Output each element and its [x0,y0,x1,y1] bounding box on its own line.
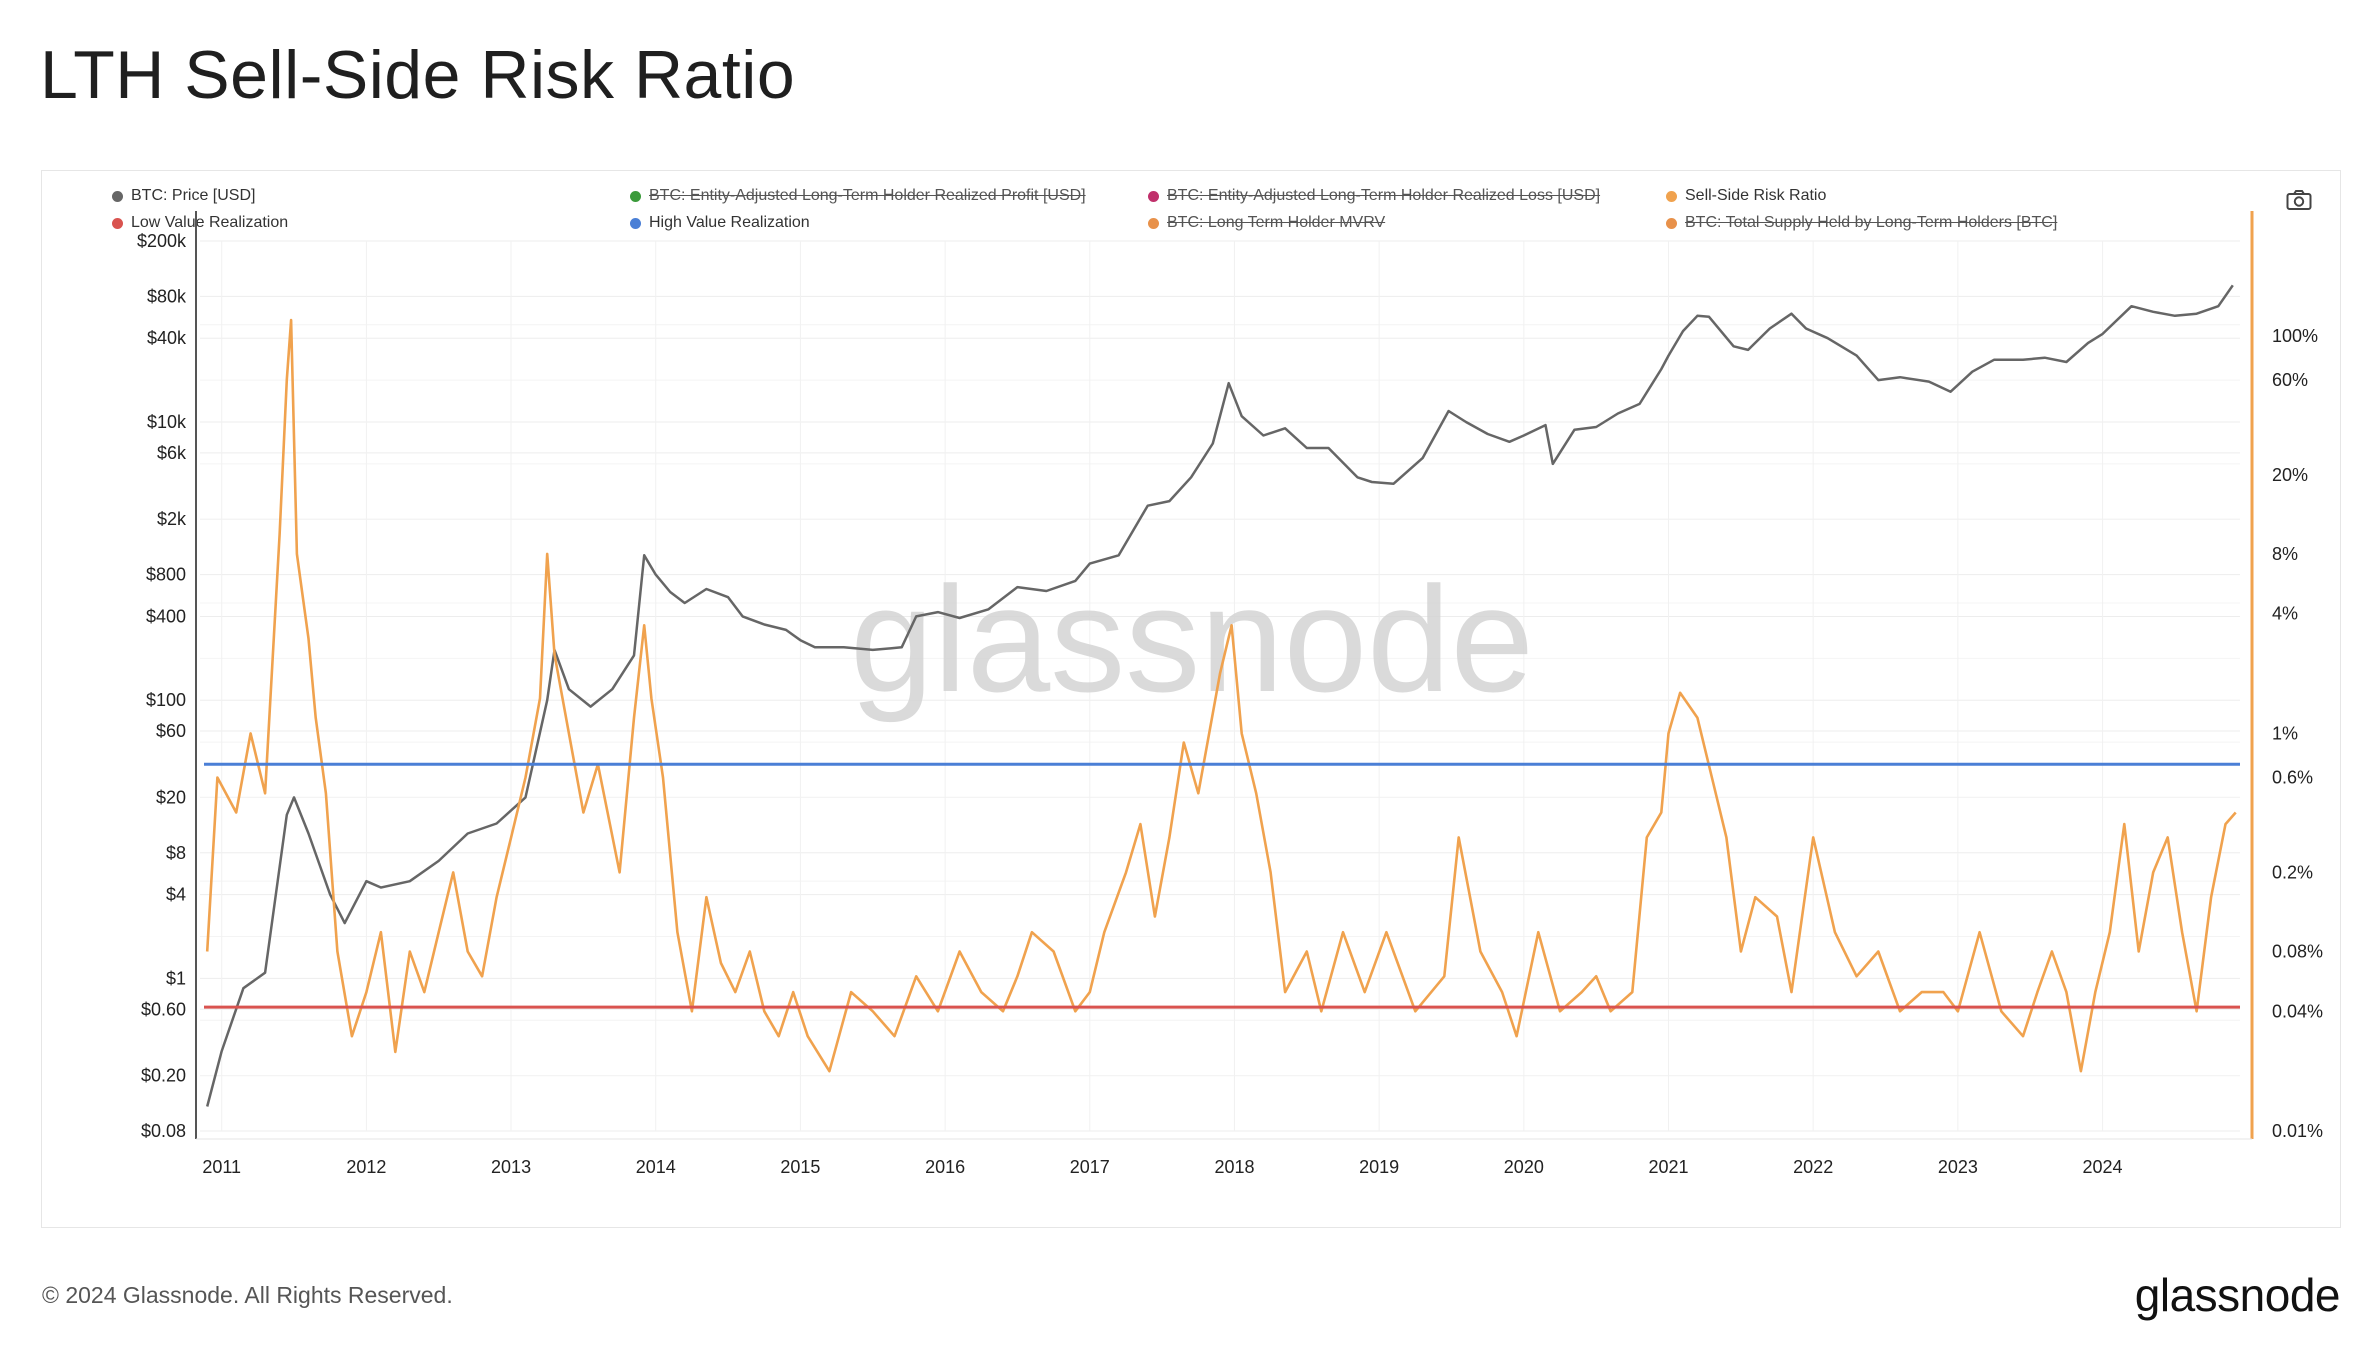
x-tick-label: 2014 [636,1157,676,1177]
camera-icon[interactable] [2286,189,2312,211]
legend-label: Sell-Side Risk Ratio [1685,187,1827,204]
legend-label: Low Value Realization [131,214,289,231]
legend-dot [1148,217,1159,229]
y-left-tick-label: $200k [137,231,187,251]
x-tick-label: 2020 [1504,1157,1544,1177]
y-left-tick-label: $0.60 [141,999,186,1019]
y-left-tick-label: $40k [147,328,187,348]
x-tick-label: 2023 [1938,1157,1978,1177]
legend-item-lth-mvrv[interactable]: BTC: Long Term Holder MVRV [1148,214,1385,232]
x-tick-label: 2018 [1214,1157,1254,1177]
page-title: LTH Sell-Side Risk Ratio [40,37,796,113]
x-tick-label: 2024 [2083,1157,2123,1177]
y-right-tick-label: 20% [2272,465,2308,485]
y-left-tick-label: $60 [156,721,186,741]
legend-dot [1666,217,1677,229]
legend-item-lth-supply[interactable]: BTC: Total Supply Held by Long-Term Hold… [1666,214,2057,232]
x-tick-label: 2016 [925,1157,965,1177]
legend-item-btc-price[interactable]: BTC: Price [USD] [112,187,255,205]
y-right-tick-label: 100% [2272,326,2318,346]
legend-dot [630,217,641,229]
legend-label: BTC: Price [USD] [131,187,256,204]
legend-item-lth-realized-profit[interactable]: BTC: Entity-Adjusted Long-Term Holder Re… [630,187,1086,205]
y-right-tick-label: 0.04% [2272,1001,2323,1021]
y-left-tick-label: $0.20 [141,1066,186,1086]
y-right-tick-label: 0.08% [2272,941,2323,961]
watermark: glassnode [850,555,1534,723]
legend-item-sell-side-risk-ratio[interactable]: Sell-Side Risk Ratio [1666,187,1826,205]
legend-label: BTC: Long Term Holder MVRV [1167,214,1386,231]
x-tick-label: 2019 [1359,1157,1399,1177]
y-left-tick-label: $80k [147,286,187,306]
y-right-tick-label: 8% [2272,544,2298,564]
y-left-tick-label: $8 [166,843,186,863]
y-right-tick-label: 4% [2272,604,2298,624]
x-tick-label: 2022 [1793,1157,1833,1177]
legend-label: BTC: Entity-Adjusted Long-Term Holder Re… [1167,187,1601,204]
y-left-tick-label: $20 [156,787,186,807]
legend-item-lth-realized-loss[interactable]: BTC: Entity-Adjusted Long-Term Holder Re… [1148,187,1600,205]
y-right-tick-label: 60% [2272,370,2308,390]
y-left-tick-label: $4 [166,885,186,905]
y-left-tick-label: $800 [146,565,186,585]
y-left-tick-label: $10k [147,412,187,432]
legend-label: BTC: Entity-Adjusted Long-Term Holder Re… [649,187,1086,204]
x-tick-label: 2012 [346,1157,386,1177]
x-tick-label: 2017 [1070,1157,1110,1177]
y-right-tick-label: 0.01% [2272,1121,2323,1141]
legend-item-low-value-realization[interactable]: Low Value Realization [112,214,288,232]
series-sell-side-risk-ratio [205,318,2237,1073]
ticks-layer: $200k $80k $40k $10k $6k $2k $800 $400 $100 $60 $2… [137,231,2323,1177]
chart-plot: glassnode $200k$80k$40k$10k$6k$2k$800$40… [137,211,2323,1177]
glassnode-logo: glassnode [2134,1269,2341,1321]
series-layer [204,284,2240,1107]
legend-label: High Value Realization [649,214,810,231]
y-right-tick-label: 1% [2272,723,2298,743]
legend-label: BTC: Total Supply Held by Long-Term Hold… [1685,214,2058,231]
legend-dot [112,190,123,202]
chart-legend: BTC: Price [USD] BTC: Entity-Adjusted Lo… [72,187,2122,247]
x-tick-label: 2021 [1648,1157,1688,1177]
series-btc-price-usd [205,284,2234,1107]
x-tick-label: 2015 [780,1157,820,1177]
y-left-tick-label: $1 [166,968,186,988]
y-left-tick-label: $2k [157,509,187,529]
x-tick-label: 2011 [202,1157,241,1177]
y-right-tick-label: 0.2% [2272,862,2313,882]
legend-dot [112,217,123,229]
legend-dot [1666,190,1677,202]
axes-layer [195,211,2254,1140]
y-left-tick-label: $400 [146,606,186,626]
y-right-tick-label: 0.6% [2272,768,2313,788]
y-left-tick-label: $100 [146,690,186,710]
legend-dot [1148,190,1159,202]
y-left-tick-label: $6k [157,443,187,463]
copyright-text: © 2024 Glassnode. All Rights Reserved. [42,1282,453,1308]
legend-item-high-value-realization[interactable]: High Value Realization [630,214,810,232]
x-tick-label: 2013 [491,1157,531,1177]
legend-dot [630,190,641,202]
y-left-tick-label: $0.08 [141,1121,186,1141]
chart-card: BTC: Price [USD] BTC: Entity-Adjusted Lo… [41,170,2341,1228]
